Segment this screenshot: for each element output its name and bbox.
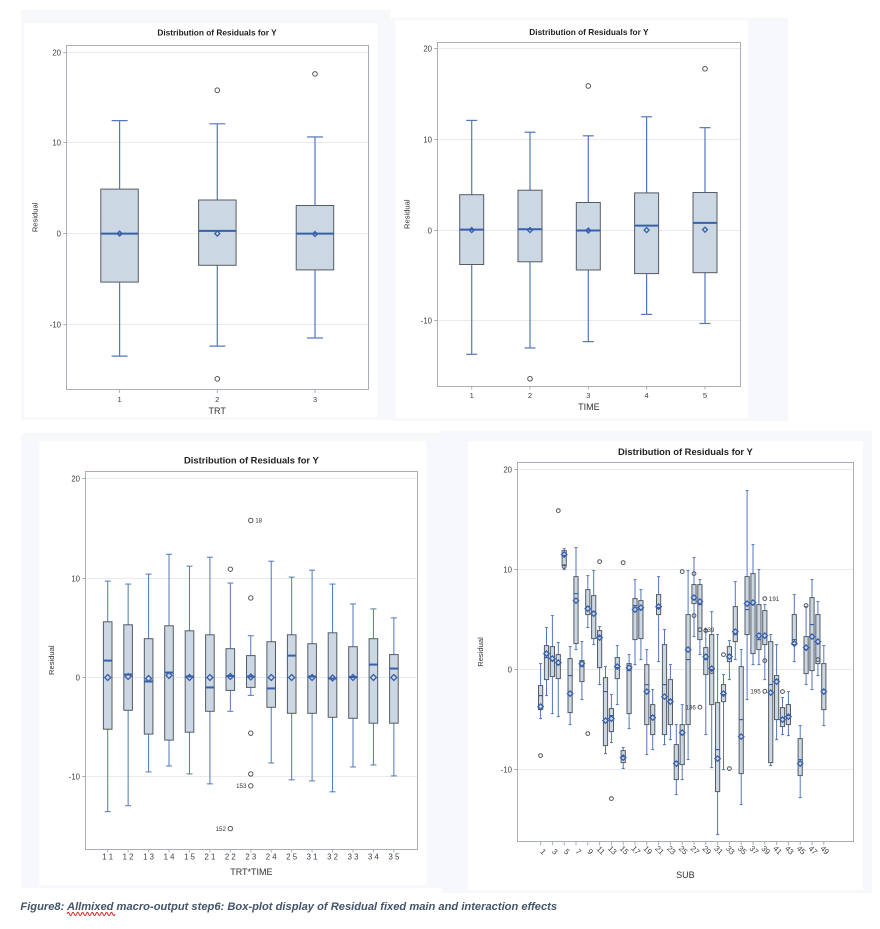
svg-text:3 5: 3 5 (388, 853, 400, 862)
svg-text:3 2: 3 2 (327, 853, 338, 862)
svg-text:195: 195 (750, 689, 761, 696)
svg-text:139: 139 (704, 627, 715, 634)
svg-text:2 2: 2 2 (225, 853, 236, 862)
svg-text:18: 18 (255, 518, 262, 525)
svg-text:5: 5 (562, 847, 572, 857)
svg-text:-10: -10 (69, 772, 81, 781)
svg-text:Distribution of Residuals for: Distribution of Residuals for Y (529, 27, 649, 37)
svg-text:3 3: 3 3 (348, 853, 359, 862)
svg-text:20: 20 (71, 474, 80, 483)
svg-text:1 1: 1 1 (102, 853, 113, 862)
svg-text:1 4: 1 4 (164, 853, 176, 862)
svg-text:10: 10 (423, 135, 432, 144)
svg-text:Distribution of Residuals for: Distribution of Residuals for Y (618, 446, 753, 457)
svg-text:1: 1 (470, 391, 474, 400)
svg-text:Residual: Residual (47, 645, 56, 675)
svg-text:3: 3 (586, 391, 590, 400)
svg-text:Residual: Residual (31, 202, 40, 232)
svg-text:TIME: TIME (578, 402, 600, 412)
svg-text:1 3: 1 3 (143, 853, 154, 862)
svg-text:TRT: TRT (209, 406, 227, 416)
svg-text:1 2: 1 2 (123, 853, 134, 862)
svg-text:20: 20 (503, 465, 512, 474)
svg-text:1: 1 (538, 847, 547, 856)
svg-text:2: 2 (215, 395, 219, 404)
svg-text:20: 20 (52, 48, 61, 57)
svg-text:0: 0 (57, 229, 62, 238)
svg-text:191: 191 (769, 596, 780, 603)
svg-text:Distribution of Residuals for: Distribution of Residuals for Y (157, 28, 277, 38)
svg-text:TRT*TIME: TRT*TIME (230, 867, 272, 877)
svg-text:3: 3 (550, 847, 559, 856)
svg-text:0: 0 (428, 226, 433, 235)
svg-text:-10: -10 (421, 316, 433, 325)
svg-text:Residual: Residual (403, 199, 412, 229)
svg-text:7: 7 (574, 847, 583, 856)
svg-text:2 4: 2 4 (266, 853, 278, 862)
svg-text:3: 3 (313, 395, 317, 404)
svg-text:2 3: 2 3 (245, 853, 256, 862)
svg-text:2 1: 2 1 (204, 853, 215, 862)
svg-text:136: 136 (685, 704, 696, 711)
svg-text:0: 0 (76, 673, 81, 682)
svg-text:2 5: 2 5 (286, 853, 298, 862)
svg-text:0: 0 (508, 665, 513, 674)
svg-text:Residual: Residual (476, 637, 485, 667)
svg-text:1: 1 (117, 395, 121, 404)
svg-text:152: 152 (216, 826, 227, 833)
svg-text:SUB: SUB (676, 870, 695, 880)
svg-text:Distribution of Residuals for: Distribution of Residuals for Y (184, 454, 319, 465)
svg-text:10: 10 (503, 565, 512, 574)
svg-text:5: 5 (703, 391, 707, 400)
svg-text:9: 9 (586, 847, 595, 856)
svg-text:1 5: 1 5 (184, 853, 196, 862)
svg-text:-10: -10 (501, 765, 513, 774)
svg-text:3 4: 3 4 (368, 853, 380, 862)
svg-text:4: 4 (644, 391, 648, 400)
svg-text:3 1: 3 1 (307, 853, 318, 862)
svg-text:10: 10 (71, 574, 80, 583)
svg-text:153: 153 (236, 783, 247, 790)
svg-text:2: 2 (528, 391, 532, 400)
svg-text:20: 20 (423, 44, 432, 53)
svg-text:10: 10 (52, 138, 61, 147)
svg-text:-10: -10 (50, 320, 62, 329)
